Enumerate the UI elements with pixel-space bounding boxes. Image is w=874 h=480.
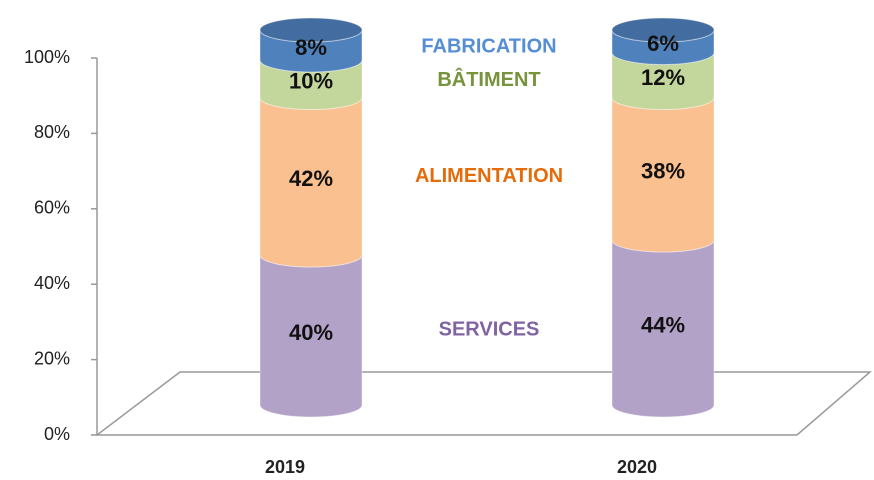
legend-label: ALIMENTATION bbox=[415, 165, 563, 187]
y-tick-label: 40% bbox=[34, 273, 70, 293]
value-label: 10% bbox=[289, 69, 333, 94]
value-label: 6% bbox=[647, 31, 679, 56]
y-tick-label: 100% bbox=[24, 47, 70, 67]
value-label: 42% bbox=[289, 166, 333, 191]
value-label: 40% bbox=[289, 320, 333, 345]
x-tick-label: 2020 bbox=[617, 457, 657, 477]
legend-label: SERVICES bbox=[439, 319, 540, 341]
value-label: 8% bbox=[295, 35, 327, 60]
x-tick-label: 2019 bbox=[265, 457, 305, 477]
cylinder-top-shade bbox=[612, 18, 714, 42]
legend-label: FABRICATION bbox=[421, 35, 556, 57]
y-tick-label: 80% bbox=[34, 122, 70, 142]
value-label: 12% bbox=[641, 65, 685, 90]
cylinder-top bbox=[611, 17, 715, 43]
y-tick-label: 20% bbox=[34, 348, 70, 368]
floor bbox=[94, 371, 873, 436]
value-label: 44% bbox=[641, 312, 685, 337]
y-tick-label: 60% bbox=[34, 198, 70, 218]
value-label: 38% bbox=[641, 159, 685, 184]
cylinder-top-shade bbox=[260, 18, 362, 42]
y-tick-label: 0% bbox=[44, 424, 70, 444]
cylinder-top bbox=[259, 17, 363, 43]
legend-label: BÂTIMENT bbox=[437, 67, 540, 91]
